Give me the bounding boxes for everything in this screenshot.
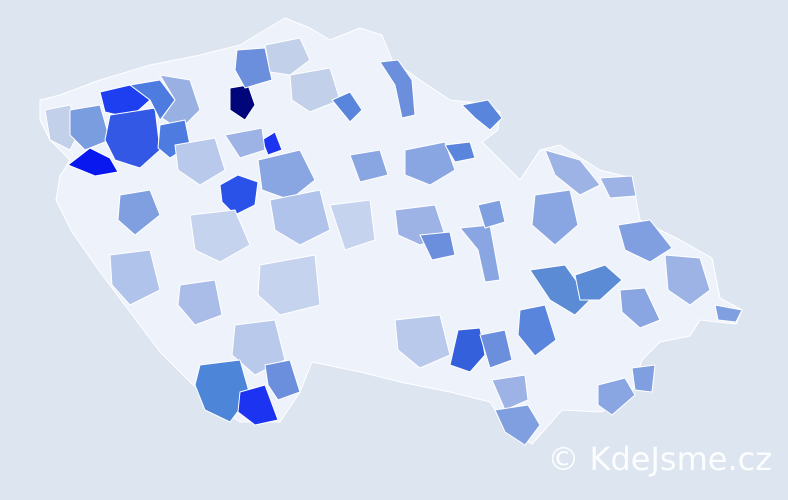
region [67, 147, 119, 177]
region [597, 377, 636, 416]
region [349, 149, 389, 183]
region [109, 249, 161, 306]
region [257, 149, 316, 201]
region [544, 149, 601, 196]
region [419, 231, 456, 261]
region [494, 404, 541, 446]
region [174, 137, 226, 186]
region [177, 279, 223, 326]
region [531, 189, 579, 246]
region [479, 329, 513, 369]
region [219, 174, 259, 216]
region [517, 304, 557, 357]
region [379, 59, 416, 119]
region [619, 287, 661, 329]
region [444, 141, 476, 163]
region [664, 254, 711, 306]
region [529, 264, 591, 316]
region [394, 314, 451, 369]
region [194, 359, 251, 423]
region [461, 99, 503, 131]
region [264, 359, 301, 401]
region [599, 175, 637, 199]
region [99, 84, 151, 119]
region [237, 384, 279, 426]
region [449, 327, 486, 373]
region [491, 374, 529, 411]
region [329, 199, 376, 251]
region [269, 189, 331, 246]
region [224, 127, 266, 159]
region [574, 264, 623, 301]
region [261, 131, 283, 156]
region [631, 364, 656, 393]
region [617, 219, 673, 263]
regions [44, 37, 743, 446]
region [117, 189, 161, 236]
region [189, 209, 251, 263]
watermark: © KdeJsme.cz [547, 440, 772, 478]
region [404, 141, 456, 186]
region [714, 304, 743, 323]
region [234, 47, 273, 89]
region [69, 104, 111, 151]
region [331, 91, 363, 123]
region [264, 37, 311, 76]
region [257, 254, 321, 316]
region [289, 67, 341, 113]
country [39, 17, 743, 445]
region [477, 199, 506, 229]
